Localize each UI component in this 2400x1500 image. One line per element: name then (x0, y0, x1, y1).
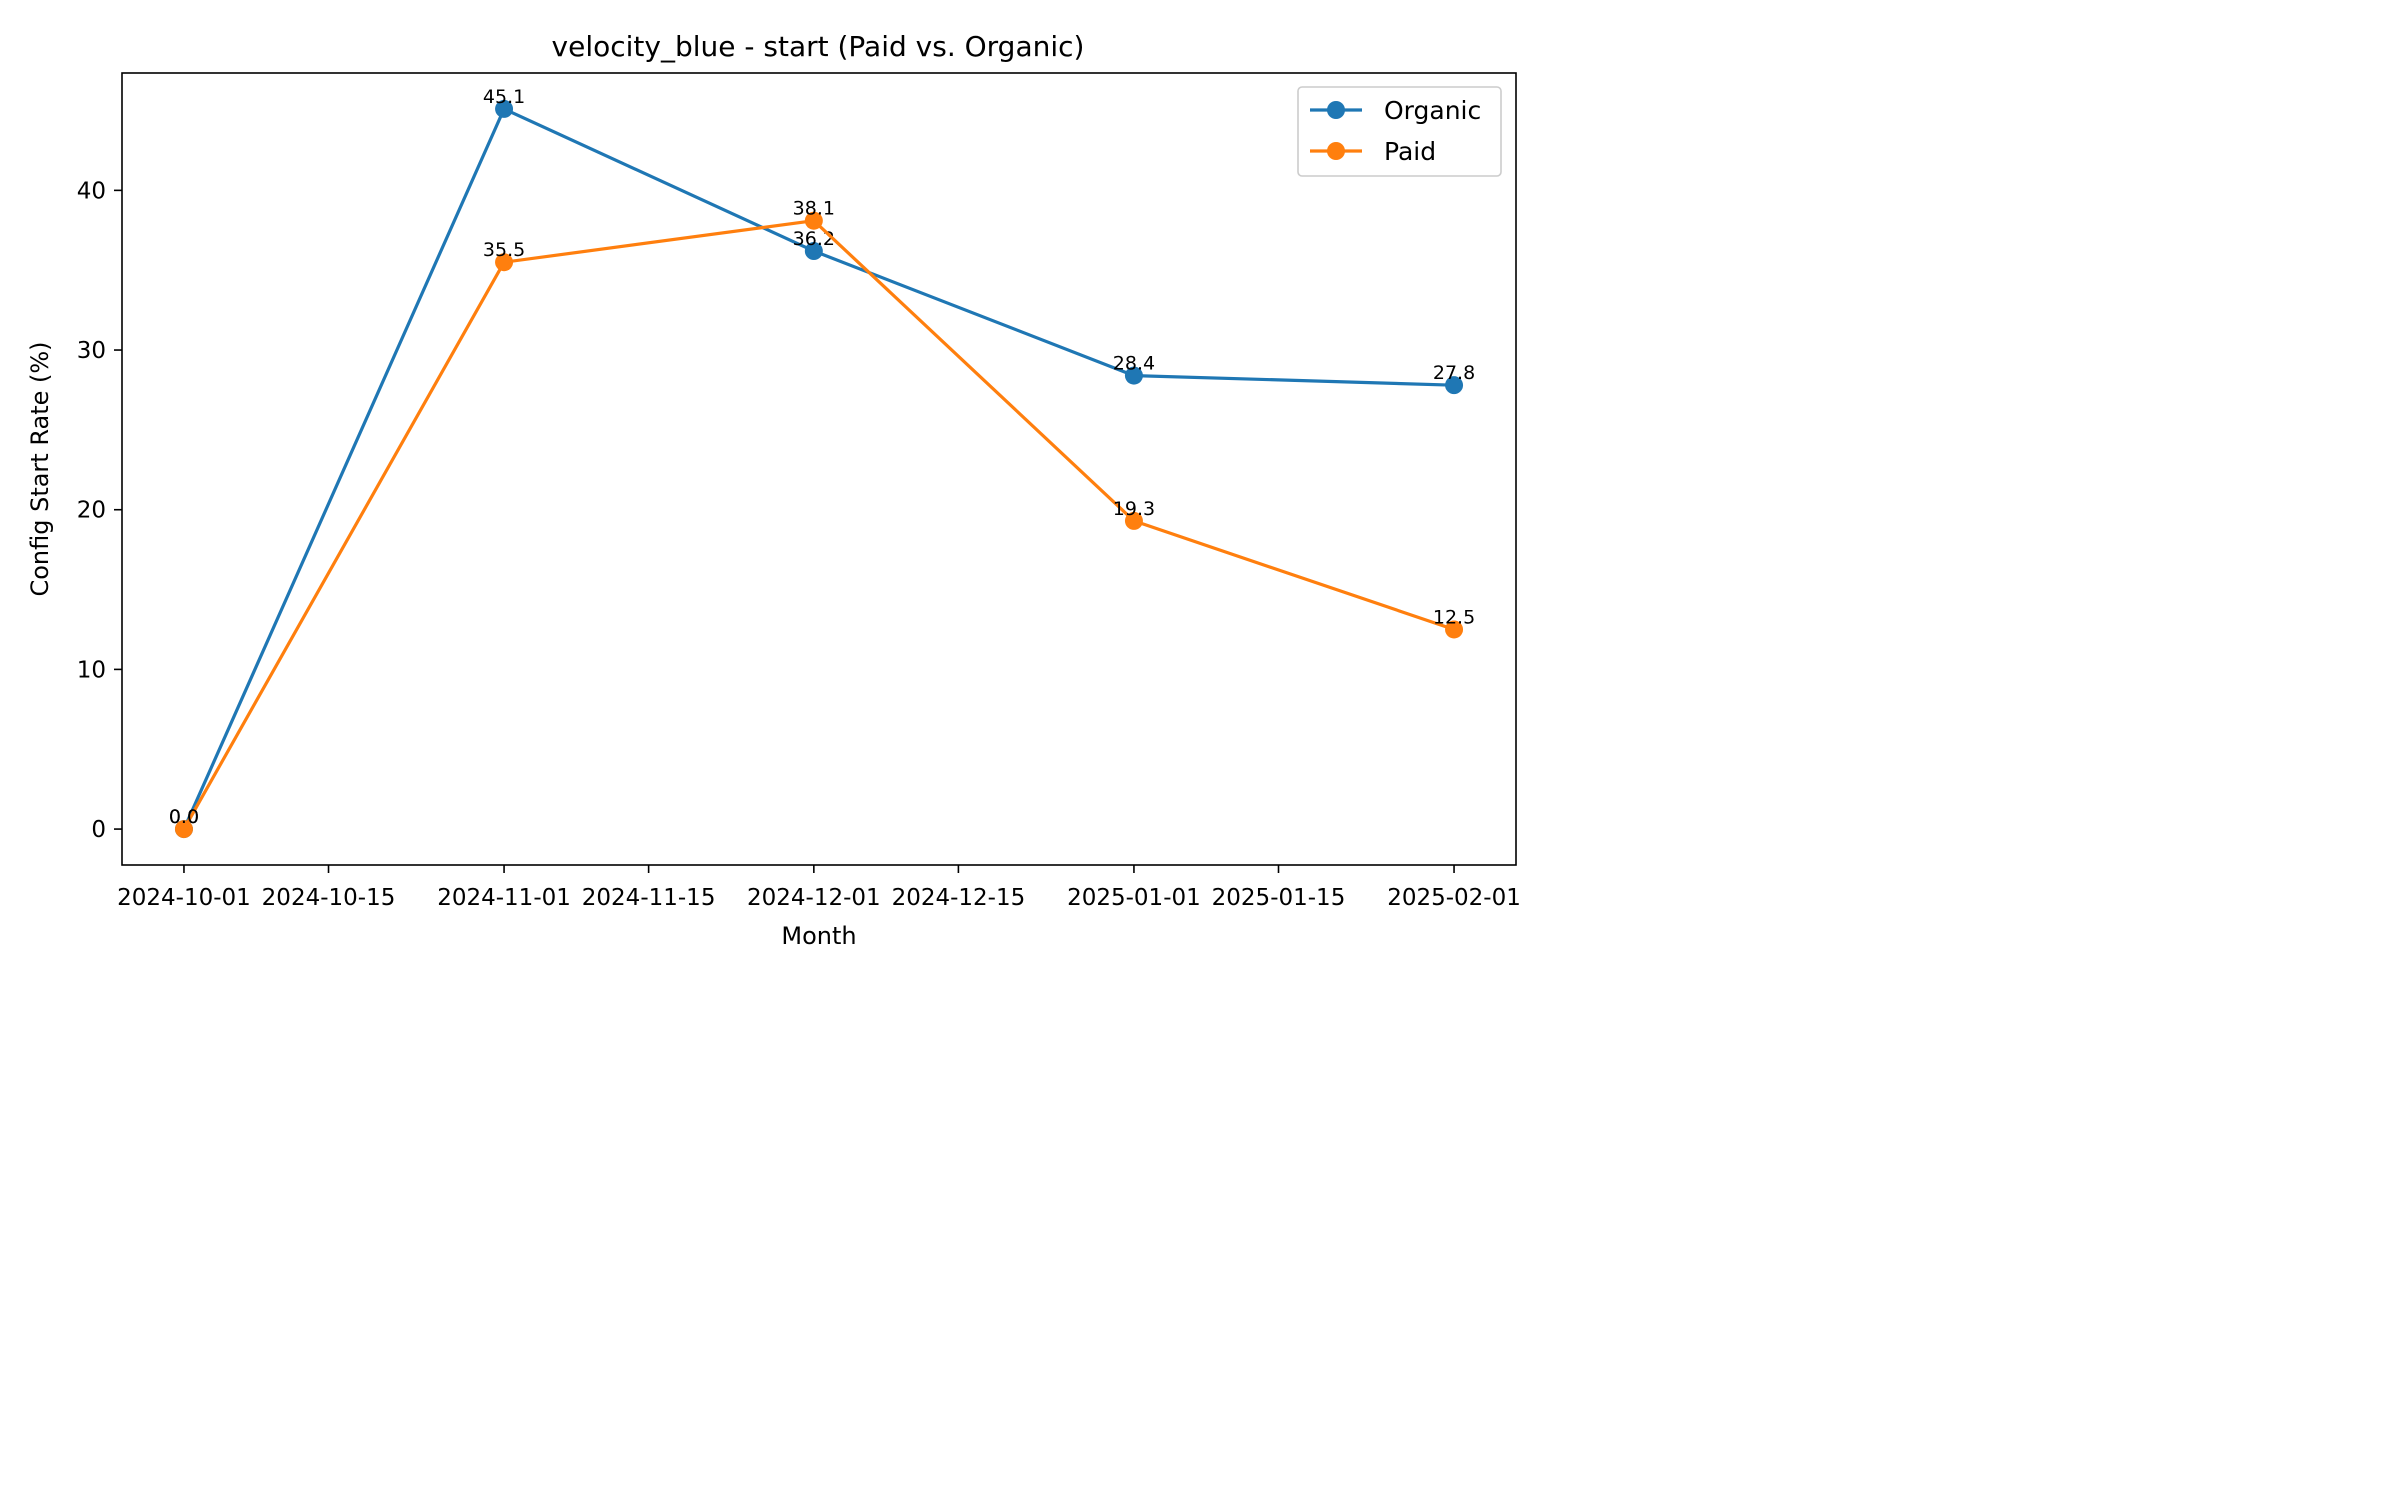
data-point-organic (804, 242, 823, 261)
y-axis-label: Config Start Rate (%) (26, 341, 54, 596)
x-tick-label: 2024-10-01 (117, 885, 251, 911)
data-label-organic: 36.2 (793, 228, 835, 250)
data-label-paid: 12.5 (1433, 606, 1475, 628)
data-point-paid (1445, 620, 1464, 639)
y-tick-label: 10 (77, 657, 106, 683)
data-label-organic: 27.8 (1433, 362, 1475, 384)
data-point-organic (1445, 376, 1464, 395)
data-label-paid: 35.5 (483, 239, 525, 261)
x-tick-label: 2024-11-15 (582, 885, 716, 911)
legend-label-paid: Paid (1384, 137, 1436, 166)
x-tick-label: 2024-10-15 (262, 885, 396, 911)
data-point-organic (495, 99, 514, 118)
data-label-organic: 0.0 (169, 806, 199, 828)
y-tick-label: 40 (77, 178, 106, 204)
y-tick-label: 0 (91, 817, 106, 843)
data-label-paid: 38.1 (793, 198, 835, 220)
chart-title: velocity_blue - start (Paid vs. Organic) (552, 30, 1085, 63)
y-tick-label: 30 (77, 338, 106, 364)
x-tick-label: 2025-02-01 (1387, 885, 1521, 911)
data-point-paid (1124, 511, 1143, 530)
legend-marker-organic (1327, 101, 1345, 119)
data-label-organic: 45.1 (483, 86, 525, 108)
y-tick-label: 20 (77, 498, 106, 524)
x-axis-label: Month (781, 922, 856, 950)
data-point-organic (1124, 366, 1143, 385)
x-tick-label: 2024-11-01 (437, 885, 571, 911)
data-label-paid: 0.0 (169, 806, 199, 828)
x-tick-label: 2024-12-15 (892, 885, 1026, 911)
data-point-paid (495, 253, 514, 272)
plot-frame (121, 72, 1517, 866)
x-tick-label: 2025-01-15 (1212, 885, 1346, 911)
data-label-organic: 28.4 (1113, 353, 1155, 375)
data-label-paid: 19.3 (1113, 498, 1155, 520)
legend-marker-paid (1327, 142, 1345, 160)
legend: Organic Paid (1297, 86, 1502, 177)
line-chart: velocity_blue - start (Paid vs. Organic)… (0, 0, 1568, 980)
data-point-paid (174, 820, 193, 839)
legend-label-organic: Organic (1384, 96, 1481, 125)
x-tick-label: 2024-12-01 (747, 885, 881, 911)
plot-area: 0.045.136.228.4 27.80.035.538.119.312.5 (169, 86, 1475, 839)
x-tick-label: 2025-01-01 (1067, 885, 1201, 911)
data-point-paid (804, 211, 823, 230)
